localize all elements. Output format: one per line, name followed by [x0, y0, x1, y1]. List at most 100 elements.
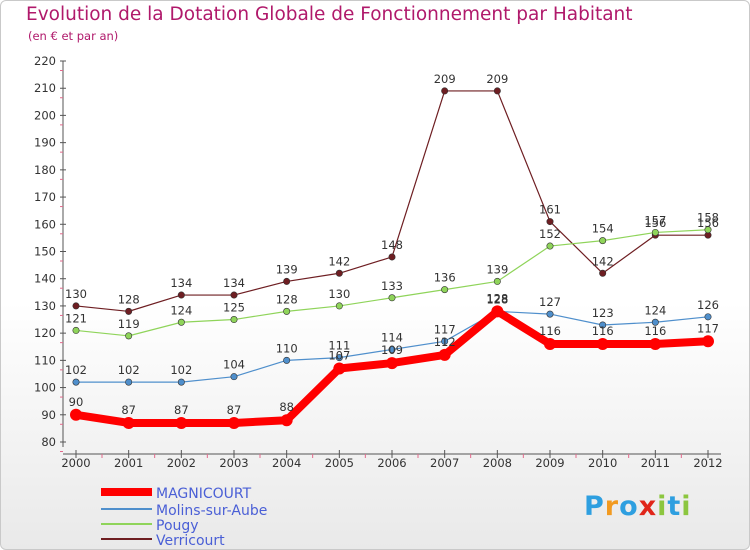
data-point [335, 354, 343, 362]
data-point [177, 291, 185, 299]
data-label: 124 [644, 303, 666, 317]
data-point [335, 302, 343, 310]
data-label: 209 [434, 72, 456, 86]
data-label: 127 [539, 295, 561, 309]
data-label: 130 [328, 287, 350, 301]
data-label: 142 [328, 254, 350, 268]
chart-subtitle: (en € et par an) [28, 29, 119, 43]
data-point [283, 277, 291, 285]
x-tick-label: 2006 [377, 456, 406, 470]
data-point [72, 302, 80, 310]
data-point [280, 414, 293, 427]
data-point [599, 237, 607, 245]
data-label: 154 [592, 222, 614, 236]
logo-letter: t [667, 491, 682, 522]
data-label: 114 [381, 330, 403, 344]
data-point [493, 87, 501, 95]
data-point [546, 218, 554, 226]
y-tick-label: 200 [34, 108, 56, 122]
data-point [704, 313, 712, 321]
data-point [72, 378, 80, 386]
data-point [491, 305, 504, 318]
logo-letter: i [681, 491, 692, 522]
y-tick-label: 120 [34, 326, 56, 340]
data-point [125, 378, 133, 386]
proxiti-logo: Proxiti [584, 491, 692, 522]
y-tick-label: 180 [34, 163, 56, 177]
logo-letter: o [619, 491, 639, 522]
data-point [228, 416, 240, 429]
data-label: 157 [644, 213, 666, 227]
data-label: 161 [539, 203, 561, 217]
data-point [72, 326, 80, 334]
data-point [441, 286, 449, 294]
data-point [230, 373, 238, 381]
data-label: 116 [644, 324, 666, 338]
data-label: 104 [223, 358, 245, 372]
data-point [441, 337, 449, 345]
data-label: 87 [174, 403, 189, 417]
data-label: 136 [434, 271, 456, 285]
data-label: 119 [118, 317, 140, 331]
data-point [283, 356, 291, 364]
data-point [70, 408, 82, 421]
y-tick-label: 80 [41, 435, 56, 449]
data-point [599, 321, 607, 329]
data-point [175, 416, 188, 429]
y-tick-label: 110 [34, 353, 56, 367]
data-point [546, 242, 554, 250]
logo-letter: r [604, 491, 620, 522]
data-label: 128 [276, 292, 298, 306]
data-label: 130 [65, 287, 87, 301]
data-point [388, 253, 396, 261]
data-label: 116 [592, 324, 614, 338]
data-label: 121 [65, 311, 87, 325]
y-tick-label: 100 [34, 381, 56, 395]
data-point [177, 378, 185, 386]
data-point [230, 316, 238, 324]
y-tick-label: 210 [34, 81, 56, 95]
y-tick-label: 190 [34, 136, 56, 150]
legend-label: Molins-sur-Aube [156, 503, 267, 519]
y-tick-label: 130 [34, 299, 56, 313]
data-point [125, 307, 133, 315]
data-label: 102 [170, 363, 192, 377]
data-point [333, 362, 346, 375]
data-label: 123 [592, 306, 614, 320]
data-label: 109 [381, 343, 403, 357]
x-tick-label: 2004 [272, 456, 301, 470]
data-point [493, 277, 501, 285]
data-point [335, 269, 343, 277]
data-label: 209 [486, 72, 508, 86]
data-label: 139 [276, 262, 298, 276]
data-label: 88 [279, 400, 294, 414]
y-tick-label: 90 [41, 408, 56, 422]
chart-axes: 8090100110120130140150160170180190200210… [34, 54, 723, 470]
data-point [544, 338, 556, 351]
data-label: 139 [486, 262, 508, 276]
data-label: 142 [592, 254, 614, 268]
data-point [388, 294, 396, 302]
x-tick-label: 2009 [535, 456, 564, 470]
data-point [438, 348, 451, 361]
data-label: 148 [381, 238, 403, 252]
logo-letter: P [584, 491, 605, 522]
data-label: 102 [65, 363, 87, 377]
data-label: 156 [644, 216, 666, 230]
data-point [702, 335, 714, 348]
y-tick-label: 140 [34, 272, 56, 286]
x-tick-label: 2000 [61, 456, 90, 470]
x-tick-label: 2012 [693, 456, 722, 470]
data-point [546, 310, 554, 318]
data-label: 116 [539, 324, 561, 338]
data-label: 134 [223, 276, 245, 290]
data-point [386, 357, 398, 370]
y-tick-label: 220 [34, 54, 56, 68]
data-point [441, 87, 449, 95]
legend-label: Verricourt [156, 533, 225, 549]
x-tick-label: 2005 [325, 456, 354, 470]
